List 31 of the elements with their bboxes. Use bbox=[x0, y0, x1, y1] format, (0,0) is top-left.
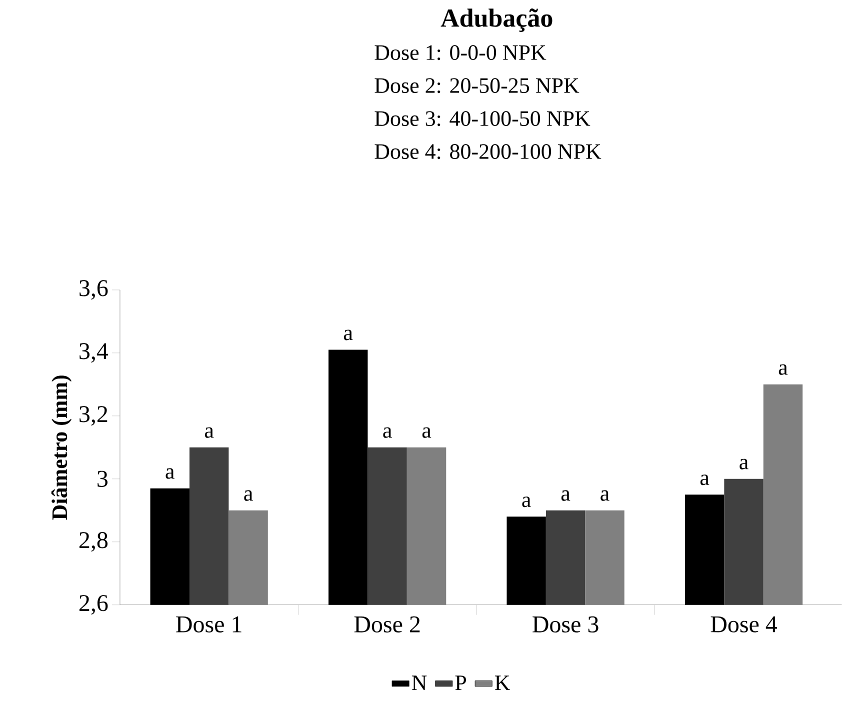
x-tick-label: Dose 2 bbox=[354, 616, 420, 633]
y-tick-label: 3,2 bbox=[80, 406, 108, 426]
data-label: a bbox=[600, 490, 610, 501]
x-tick-label: Dose 3 bbox=[532, 616, 598, 633]
text: Dose 2: 20-50-25 NPK bbox=[374, 78, 580, 94]
y-tick-label: 2,6 bbox=[80, 595, 108, 615]
data-label: a bbox=[422, 427, 432, 438]
text: Dose 4: 80-200-100 NPK bbox=[374, 144, 602, 160]
y-tick-label: 3,6 bbox=[80, 280, 108, 300]
data-label: a bbox=[383, 427, 392, 438]
y-tick-label: 3,4 bbox=[80, 343, 108, 363]
data-label: a bbox=[522, 496, 531, 508]
legend-label: N bbox=[412, 676, 427, 690]
legend-label: K bbox=[494, 676, 510, 690]
data-label: a bbox=[778, 364, 788, 375]
y-tick-label: 3 bbox=[98, 470, 108, 488]
x-tick-label: Dose 1 bbox=[176, 616, 242, 633]
data-label: a bbox=[700, 474, 710, 486]
legend-label: P bbox=[455, 676, 466, 690]
chart-title: Adubação bbox=[440, 8, 552, 32]
data-label: a bbox=[204, 427, 214, 438]
text: Dose 1: 0-0-0 NPK bbox=[374, 45, 546, 60]
data-label: a bbox=[344, 330, 353, 340]
data-label: a bbox=[561, 490, 570, 501]
data-label: a bbox=[740, 458, 748, 470]
y-axis-title: Diâmetro (mm) bbox=[51, 376, 72, 520]
text: Dose 3: 40-100-50 NPK bbox=[374, 111, 590, 126]
y-tick-label: 2,8 bbox=[80, 532, 108, 552]
data-label: a bbox=[166, 468, 174, 479]
data-label: a bbox=[244, 490, 253, 501]
x-tick-label: Dose 4 bbox=[710, 616, 778, 632]
